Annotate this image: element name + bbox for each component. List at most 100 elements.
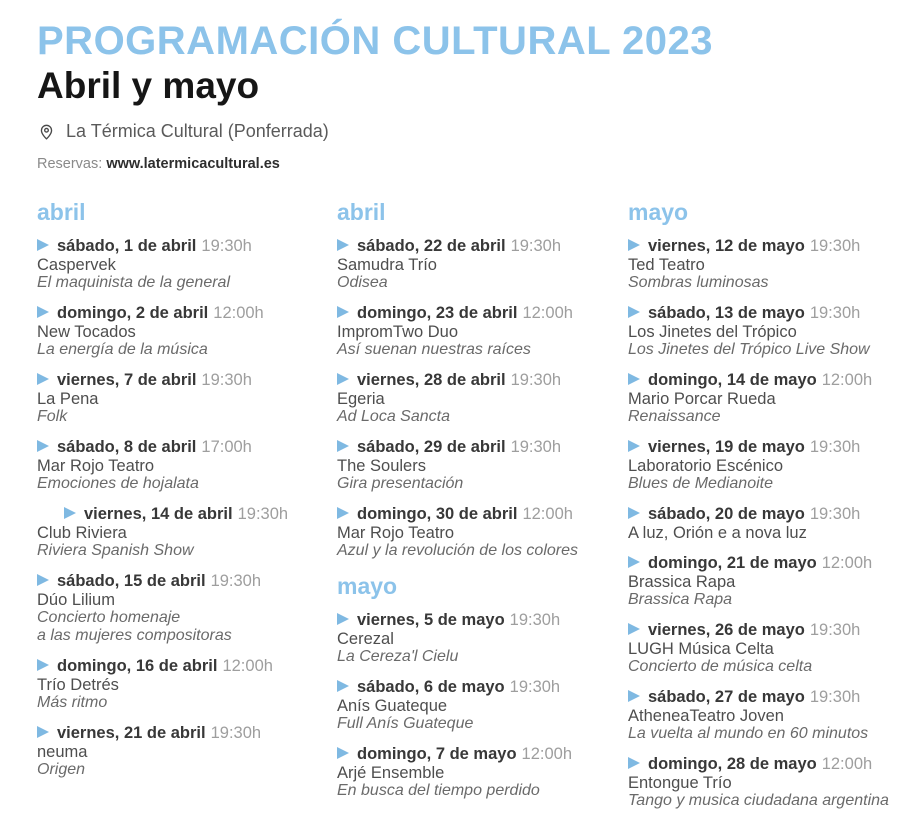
- event-date: sábado, 29 de abril: [357, 438, 506, 457]
- event-description: Así suenan nuestras raíces: [337, 341, 531, 359]
- event-artist: Club Riviera: [37, 524, 127, 543]
- event-date-line: domingo, 30 de abril 12:00h: [337, 505, 628, 524]
- event-description: Ad Loca Sancta: [337, 408, 450, 426]
- event-artist: New Tocados: [37, 323, 136, 342]
- play-triangle-icon: [628, 757, 640, 770]
- event-description: Folk: [37, 408, 68, 426]
- month-header-abril: abril: [37, 198, 86, 225]
- play-triangle-icon: [37, 659, 49, 672]
- event-description: Los Jinetes del Trópico Live Show: [628, 341, 870, 359]
- event-date-line: sábado, 29 de abril 19:30h: [337, 438, 628, 457]
- play-triangle-icon: [337, 507, 349, 520]
- event-artist: Brassica Rapa: [628, 573, 736, 592]
- event-artist: Arjé Ensemble: [337, 764, 445, 783]
- event: sábado, 27 de mayo 19:30h AtheneaTeatro J…: [628, 688, 900, 743]
- event-date: sábado, 15 de abril: [57, 572, 206, 591]
- event-time: 19:30h: [510, 438, 562, 457]
- play-triangle-icon: [37, 574, 49, 587]
- reservas-line: Reservas: www.latermicacultural.es: [37, 156, 900, 172]
- event-time: 19:30h: [510, 237, 562, 256]
- event-description: Azul y la revolución de los colores: [337, 542, 579, 560]
- event-artist: Ted Teatro: [628, 256, 705, 275]
- event-artist: Caspervek: [37, 256, 116, 275]
- event-date: domingo, 16 de abril: [57, 657, 218, 676]
- event-time: 19:30h: [809, 304, 861, 323]
- event: domingo, 23 de abril 12:00h ImpromTwo Duo…: [337, 304, 628, 359]
- event: sábado, 20 de mayo 19:30h A luz, Orión e …: [628, 505, 900, 542]
- event-date-line: viernes, 12 de mayo 19:30h: [628, 237, 900, 256]
- event: viernes, 19 de mayo 19:30h Laboratorio Es…: [628, 438, 900, 493]
- event-time: 19:30h: [809, 688, 861, 707]
- event-description: Full Anís Guateque: [337, 715, 474, 733]
- event: viernes, 14 de abril 19:30h Club Riviera …: [37, 505, 337, 560]
- reservas-link[interactable]: www.latermicacultural.es: [106, 155, 280, 172]
- play-triangle-icon: [64, 507, 76, 520]
- event-time: 12:00h: [522, 505, 573, 524]
- event: sábado, 15 de abril 19:30h Dúo Lilium Con…: [37, 572, 337, 645]
- month-header-mayo: mayo: [337, 573, 398, 600]
- play-triangle-icon: [337, 747, 349, 760]
- event: domingo, 16 de abril 12:00h Trío Detrés M…: [37, 657, 337, 712]
- event-artist: Laboratorio Escénico: [628, 457, 784, 476]
- event-date-line: viernes, 19 de mayo 19:30h: [628, 438, 900, 457]
- event-columns: abril sábado, 1 de abril 19:30h Caspervek…: [37, 198, 900, 822]
- event: viernes, 5 de mayo 19:30h Cerezal La Cere…: [337, 611, 628, 666]
- event-time: 12:00h: [522, 304, 573, 323]
- event-date: viernes, 5 de mayo: [357, 611, 505, 630]
- column-3: mayo viernes, 12 de mayo 19:30h Ted Teatr…: [628, 199, 900, 822]
- play-triangle-icon: [37, 440, 49, 453]
- event-time: 19:30h: [237, 505, 289, 524]
- event-date: sábado, 1 de abril: [57, 237, 197, 256]
- event-artist: Mar Rojo Teatro: [337, 524, 455, 543]
- event-date-line: domingo, 21 de mayo 12:00h: [628, 554, 900, 573]
- event-description: Concierto de música celta: [628, 658, 813, 676]
- event-description: Riviera Spanish Show: [37, 542, 194, 560]
- play-triangle-icon: [337, 239, 349, 252]
- event-date-line: domingo, 16 de abril 12:00h: [37, 657, 337, 676]
- event-artist: Mar Rojo Teatro: [37, 457, 155, 476]
- play-triangle-icon: [628, 306, 640, 319]
- event: sábado, 22 de abril 19:30h Samudra Trío O…: [337, 237, 628, 292]
- event-date: viernes, 28 de abril: [357, 371, 506, 390]
- event-date: sábado, 22 de abril: [357, 237, 506, 256]
- event-time: 19:30h: [809, 237, 861, 256]
- event-date-line: viernes, 5 de mayo 19:30h: [337, 611, 628, 630]
- play-triangle-icon: [628, 623, 640, 636]
- event-description: La Cereza'l Cielu: [337, 648, 459, 666]
- event: domingo, 28 de mayo 12:00h Entongue Trío …: [628, 755, 900, 810]
- event: domingo, 7 de mayo 12:00h Arjé Ensemble E…: [337, 745, 628, 800]
- event-description: Renaissance: [628, 408, 721, 426]
- event-date: sábado, 6 de mayo: [357, 678, 505, 697]
- event-description-line2: a las mujeres compositoras: [37, 627, 232, 645]
- event-date-line: sábado, 20 de mayo 19:30h: [628, 505, 900, 524]
- event-time: 19:30h: [809, 438, 861, 457]
- event: sábado, 6 de mayo 19:30h Anís Guateque Fu…: [337, 678, 628, 733]
- event-time: 12:00h: [821, 755, 873, 774]
- event-date: domingo, 21 de mayo: [648, 554, 817, 573]
- event: viernes, 21 de abril 19:30h neuma Origen: [37, 724, 337, 779]
- event-date: domingo, 28 de mayo: [648, 755, 817, 774]
- event-description: El maquinista de la general: [37, 274, 231, 292]
- play-triangle-icon: [628, 556, 640, 569]
- event: viernes, 7 de abril 19:30h La Pena Folk: [37, 371, 337, 426]
- event-time: 19:30h: [210, 572, 262, 591]
- event-time: 12:00h: [821, 371, 873, 390]
- event: domingo, 30 de abril 12:00h Mar Rojo Teat…: [337, 505, 628, 560]
- event: domingo, 21 de mayo 12:00h Brassica Rapa …: [628, 554, 900, 609]
- event-description: Concierto homenaje: [37, 609, 181, 627]
- event-date: viernes, 21 de abril: [57, 724, 206, 743]
- event-description: Más ritmo: [37, 694, 108, 712]
- event: viernes, 26 de mayo 19:30h LUGH Música Ce…: [628, 621, 900, 676]
- play-triangle-icon: [37, 726, 49, 739]
- event-date-line: sábado, 22 de abril 19:30h: [337, 237, 628, 256]
- play-triangle-icon: [337, 373, 349, 386]
- event-date: sábado, 13 de mayo: [648, 304, 805, 323]
- event-artist: AtheneaTeatro Joven: [628, 707, 784, 726]
- column-1: abril sábado, 1 de abril 19:30h Caspervek…: [37, 198, 337, 822]
- event-time: 19:30h: [809, 505, 861, 524]
- event-date-line: domingo, 28 de mayo 12:00h: [628, 755, 900, 774]
- event-date-line: viernes, 26 de mayo 19:30h: [628, 621, 900, 640]
- play-triangle-icon: [628, 690, 640, 703]
- event-date-line: viernes, 7 de abril 19:30h: [37, 371, 337, 390]
